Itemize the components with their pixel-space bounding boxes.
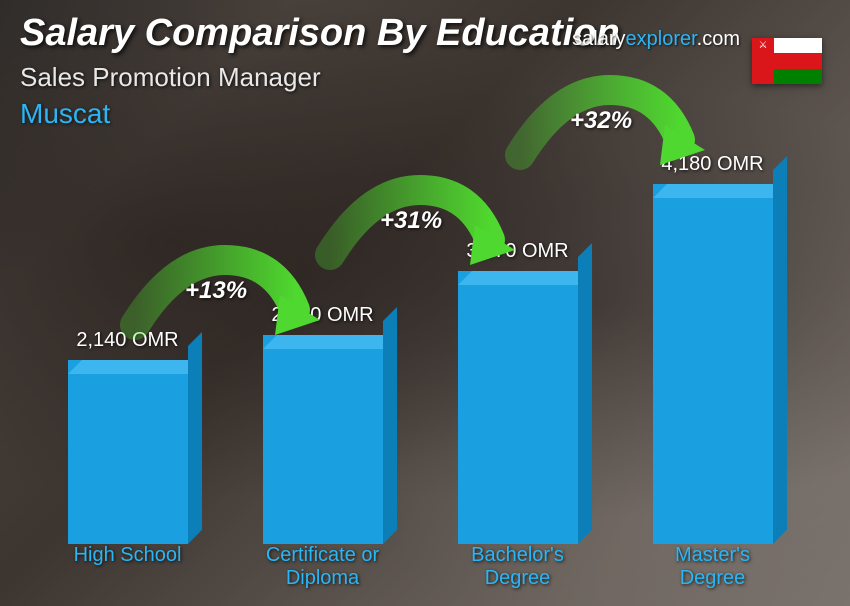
bar-3d <box>263 335 383 544</box>
bar-side <box>383 307 397 544</box>
bar-face <box>458 271 578 544</box>
x-axis-label: Master'sDegree <box>627 544 799 594</box>
location-label: Muscat <box>20 98 110 130</box>
bar-face <box>653 184 773 544</box>
job-subtitle: Sales Promotion Manager <box>20 62 321 93</box>
growth-arrow: +32% <box>510 85 710 190</box>
growth-pct-label: +32% <box>570 107 632 135</box>
bar-side <box>773 156 787 544</box>
bar-top <box>68 360 202 374</box>
infographic-container: Salary Comparison By Education Sales Pro… <box>0 0 850 606</box>
flag-fly <box>774 38 822 84</box>
attribution-mid: explorer <box>626 28 697 50</box>
bar-3d <box>653 184 773 544</box>
arrow-icon <box>125 255 325 355</box>
x-axis-label: Certificate orDiploma <box>237 544 409 594</box>
bar-side <box>188 332 202 544</box>
x-axis-label: Bachelor'sDegree <box>432 544 604 594</box>
flag-hoist: ⚔ <box>752 38 774 84</box>
attribution-prefix: salary <box>572 28 625 50</box>
growth-arrow: +13% <box>125 255 325 360</box>
bar-wrap: 4,180 OMR <box>627 153 799 544</box>
growth-arrow: +31% <box>320 185 520 290</box>
flag-stripe-bot <box>774 69 822 84</box>
growth-pct-label: +13% <box>185 277 247 305</box>
attribution-watermark: salaryexplorer.com <box>572 28 740 51</box>
flag-emblem-icon: ⚔ <box>759 40 768 51</box>
flag-stripe-mid <box>774 53 822 68</box>
x-labels-area: High School Certificate orDiploma Bachelor… <box>30 544 810 594</box>
bar-side <box>578 243 592 544</box>
arrow-icon <box>510 85 710 185</box>
x-axis-label: High School <box>42 544 214 594</box>
oman-flag-icon: ⚔ <box>752 38 822 84</box>
arrow-icon <box>320 185 520 285</box>
growth-pct-label: +31% <box>380 207 442 235</box>
main-title: Salary Comparison By Education <box>20 12 620 55</box>
bar-3d <box>68 360 188 544</box>
bar-wrap: 2,140 OMR <box>42 329 214 544</box>
bar-chart: 2,140 OMR 2,430 OMR 3,170 OMR 4,180 OMR … <box>30 140 810 594</box>
bar-face <box>263 335 383 544</box>
flag-stripe-top <box>774 38 822 53</box>
bar-3d <box>458 271 578 544</box>
attribution-suffix: .com <box>697 28 740 50</box>
bar-face <box>68 360 188 544</box>
